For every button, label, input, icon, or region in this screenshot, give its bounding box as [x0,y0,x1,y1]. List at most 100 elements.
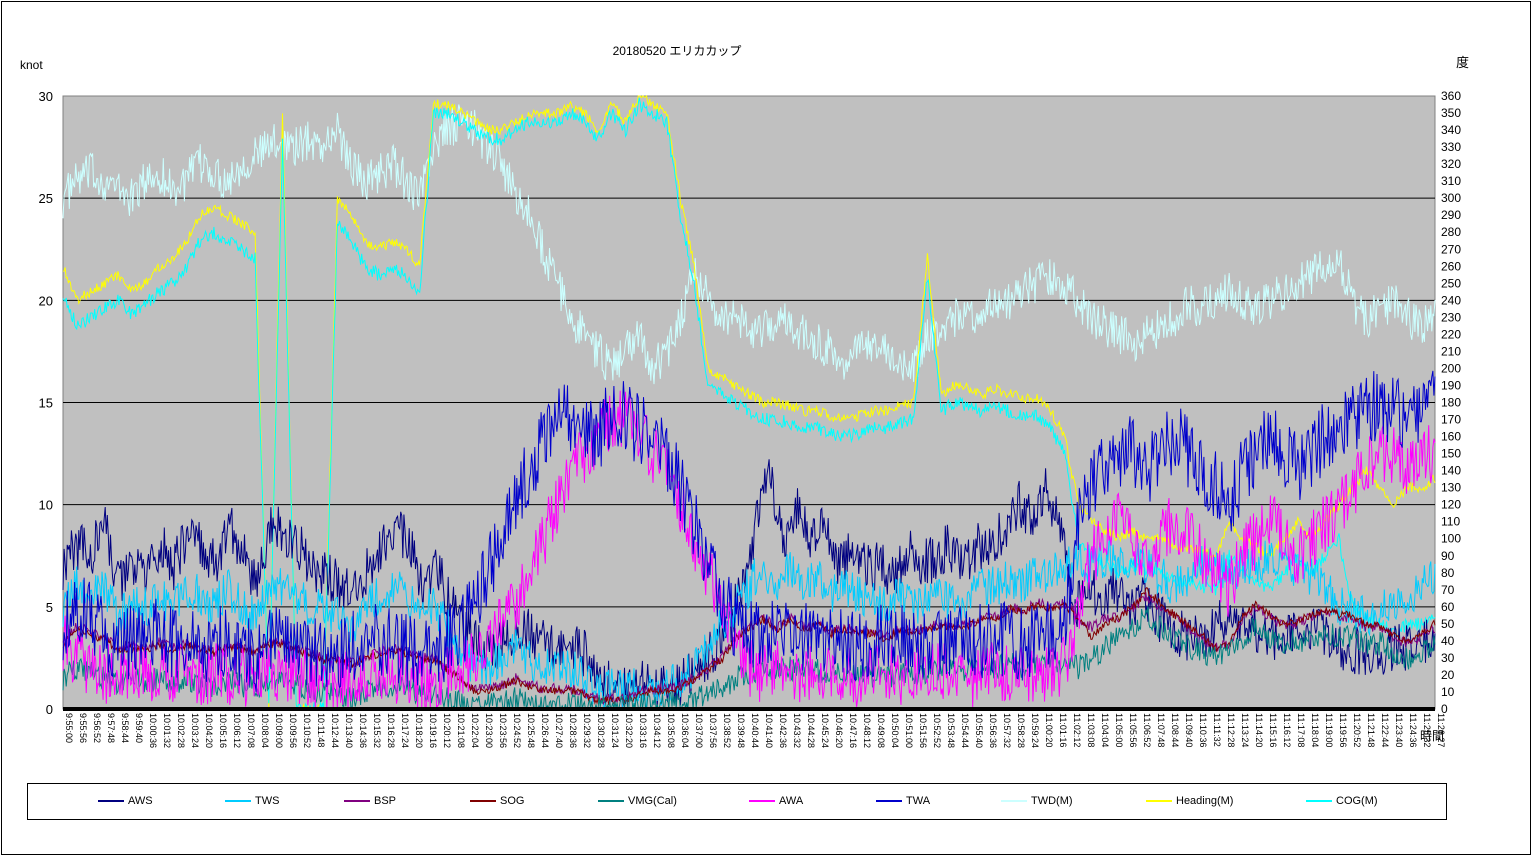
legend-label: SOG [500,795,525,807]
x-tick-label: 10:15:32 [372,713,382,748]
x-tick-label: 10:54:44 [960,713,970,748]
x-tick-label: 10:26:44 [540,713,550,748]
x-tick-label: 10:46:20 [834,713,844,748]
x-tick-label: 11:08:44 [1170,713,1180,747]
legend-swatch [225,800,251,803]
x-tick-label: 11:10:36 [1198,713,1208,747]
y-left-tick-label: 15 [39,396,53,411]
x-tick-label: 10:23:56 [498,713,508,748]
x-tick-label: 10:52:52 [932,713,942,748]
x-tick-label: 10:25:48 [526,713,536,748]
x-tick-label: 10:32:20 [624,713,634,748]
x-tick-label: 11:14:20 [1254,713,1264,747]
x-tick-label: 10:20:12 [442,713,452,748]
x-tick-label: 11:01:16 [1058,713,1068,747]
x-tick-label: 11:07:48 [1156,713,1166,747]
x-tick-label: 10:03:24 [190,713,200,748]
x-tick-label: 11:21:48 [1366,713,1376,747]
y-right-tick-label: 0 [1441,702,1448,716]
legend-swatch [1146,800,1172,803]
y-left-tick-label: 10 [39,498,53,513]
x-tick-label: 10:33:16 [638,713,648,748]
x-tick-label: 10:36:04 [680,713,690,748]
x-tick-label: 10:29:32 [582,713,592,748]
y-right-tick-label: 320 [1441,157,1461,171]
y-left-tick-label: 0 [46,702,53,717]
y-right-tick-label: 90 [1441,549,1455,563]
legend-item: Heading(M) [1146,795,1233,809]
x-tick-label: 9:56:52 [92,713,102,743]
y-right-tick-label: 10 [1441,685,1455,699]
x-tick-label: 10:37:00 [694,713,704,748]
y-left-axis-label: knot [20,58,43,72]
x-tick-label: 11:16:12 [1282,713,1292,747]
x-tick-label: 11:19:56 [1338,713,1348,747]
y-right-tick-label: 170 [1441,413,1461,427]
x-tick-label: 10:23:00 [484,713,494,748]
x-tick-label: 10:18:20 [414,713,424,748]
x-tick-label: 11:00:20 [1044,713,1054,747]
x-tick-label: 10:10:52 [302,713,312,748]
x-tick-label: 11:26:27 [1436,713,1446,747]
x-tick-label: 10:35:08 [666,713,676,748]
x-tick-label: 10:40:44 [750,713,760,748]
x-tick-label: 10:19:16 [428,713,438,748]
x-tick-label: 10:44:28 [806,713,816,748]
y-right-tick-label: 110 [1441,515,1460,529]
x-tick-label: 10:09:00 [274,713,284,748]
legend-label: Heading(M) [1176,795,1234,807]
legend-label: VMG(Cal) [628,795,677,807]
x-tick-label: 10:05:16 [218,713,228,748]
x-tick-label: 10:09:56 [288,713,298,748]
legend: AWS TWS BSP SOG VMG(Cal) AWA TWA TWD(M) Heading(… [27,783,1447,820]
x-tick-label: 9:55:56 [78,713,88,743]
y-right-tick-label: 310 [1441,174,1461,188]
y-right-tick-label: 360 [1441,89,1461,103]
y-right-axis-label: 度 [1456,55,1470,70]
legend-item: SOG [470,795,524,809]
x-tick-label: 11:23:40 [1394,713,1404,747]
legend-label: BSP [374,795,397,807]
legend-item: COG(M) [1306,795,1378,809]
x-tick-label: 11:06:52 [1142,713,1152,747]
y-right-tick-label: 270 [1441,242,1461,256]
x-tick-label: 11:20:52 [1352,713,1362,747]
x-tick-label: 10:04:20 [204,713,214,748]
x-tick-label: 10:24:52 [512,713,522,748]
x-tick-label: 11:19:00 [1324,713,1334,747]
y-left-tick-label: 25 [39,191,53,206]
chart-title: 20180520 エリカカップ [612,44,742,58]
x-tick-label: 10:43:32 [792,713,802,748]
legend-item: TWS [225,795,279,809]
series-line-aws [62,459,1436,709]
x-tick-label: 10:55:40 [974,713,984,748]
legend-swatch [470,800,496,803]
x-tick-label: 11:17:08 [1296,713,1306,747]
x-tick-label: 10:48:12 [862,713,872,748]
y-right-tick-label: 290 [1441,208,1461,222]
y-right-tick-label: 130 [1441,481,1461,495]
x-tick-label: 11:15:16 [1268,713,1278,747]
x-tick-label: 10:34:12 [652,713,662,748]
y-right-tick-label: 260 [1441,259,1461,273]
x-tick-label: 10:59:24 [1030,713,1040,748]
x-tick-label: 10:14:36 [358,713,368,748]
legend-swatch [598,800,624,803]
legend-label: AWA [779,795,804,807]
y-right-tick-label: 50 [1441,617,1455,631]
x-tick-label: 10:12:44 [330,713,340,748]
legend-swatch [1306,800,1332,803]
y-right-tick-label: 240 [1441,293,1461,307]
x-tick-label: 10:08:04 [260,713,270,748]
y-right-tick-label: 140 [1441,464,1461,478]
y-right-tick-label: 230 [1441,310,1461,324]
x-tick-label: 10:49:08 [876,713,886,748]
y-left-tick-label: 5 [46,600,53,615]
x-tick-label: 10:53:48 [946,713,956,748]
x-tick-label: 11:12:28 [1226,713,1236,747]
x-tick-label: 10:50:04 [890,713,900,748]
x-tick-label: 10:28:36 [568,713,578,748]
y-right-tick-label: 340 [1441,123,1461,137]
legend-swatch [749,800,775,803]
